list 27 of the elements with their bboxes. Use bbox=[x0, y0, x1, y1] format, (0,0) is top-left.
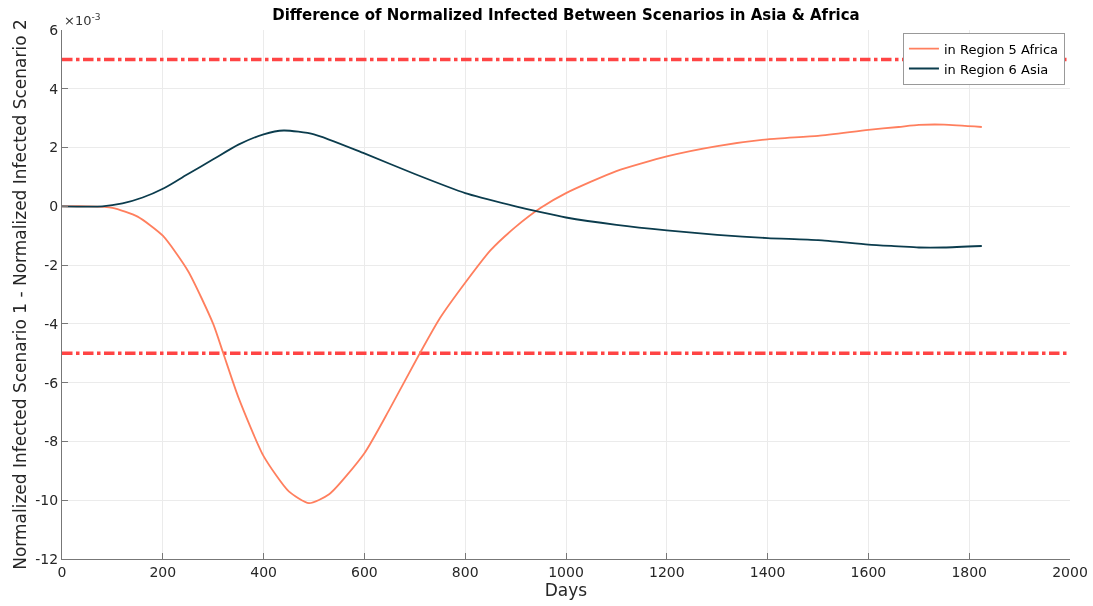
x-tick-label: 800 bbox=[451, 563, 479, 580]
x-tick-label: 200 bbox=[149, 563, 177, 580]
y-tick-label: -8 bbox=[44, 433, 59, 450]
y-tick-label: 6 bbox=[49, 21, 59, 38]
x-tick-label: 600 bbox=[351, 563, 378, 580]
text: ×10$^{-3}$ bbox=[64, 12, 101, 29]
x-tick-label: 2000 bbox=[1052, 563, 1088, 580]
y-axis-title: Normalized Infected Scenario 1 - Normalized Infected Scenario 2 bbox=[9, 19, 30, 570]
x-tick-label: 1200 bbox=[648, 563, 685, 580]
x-tick-label: 1400 bbox=[749, 563, 786, 580]
x-tick-label: 1800 bbox=[951, 563, 988, 580]
x-axis-title: Days bbox=[544, 579, 588, 600]
y-tick-label: -4 bbox=[44, 315, 59, 332]
y-tick-label: -10 bbox=[35, 492, 59, 509]
y-tick-label: -2 bbox=[44, 257, 59, 274]
y-tick-label: 0 bbox=[49, 198, 59, 215]
y-tick-label: 2 bbox=[49, 139, 59, 156]
chart-title: Difference of Normalized Infected Between Scenarios in Asia & Africa bbox=[272, 5, 860, 24]
x-tick-label: 400 bbox=[250, 563, 277, 580]
y-tick-label: -6 bbox=[44, 374, 59, 391]
legend-label: in Region 5 Africa bbox=[943, 41, 1059, 57]
y-tick-label: -12 bbox=[35, 550, 59, 567]
x-tick-label: 1000 bbox=[548, 563, 584, 580]
x-tick-label: 1600 bbox=[850, 563, 887, 580]
y-tick-label: 4 bbox=[49, 80, 59, 97]
legend-label: in Region 6 Asia bbox=[943, 61, 1049, 77]
line-series bbox=[62, 129, 983, 249]
